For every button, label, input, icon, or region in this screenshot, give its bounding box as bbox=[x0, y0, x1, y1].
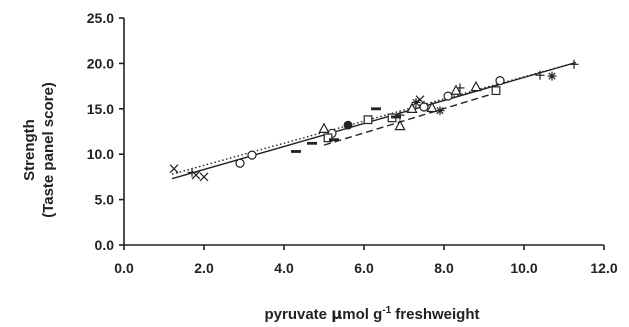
data-point-x-mark bbox=[199, 172, 209, 182]
y-tick-label: 0.0 bbox=[95, 237, 115, 253]
x-axis-title-main: pyruvate bbox=[264, 306, 331, 323]
data-point-plus bbox=[569, 59, 579, 69]
fit-lines bbox=[171, 61, 577, 180]
data-points bbox=[169, 59, 579, 182]
data-point-triangle-open bbox=[318, 122, 330, 133]
x-axis-title-sup: -1 bbox=[382, 305, 391, 316]
y-tick-label: 25.0 bbox=[87, 10, 114, 26]
x-axis-title-unit: mol g bbox=[342, 306, 382, 323]
data-point-asterisk bbox=[411, 97, 421, 107]
y-axis-title-line2: (Taste panel score) bbox=[40, 82, 57, 218]
data-point-triangle-open bbox=[470, 80, 482, 92]
data-point-dash bbox=[291, 150, 301, 153]
data-point-triangle-open bbox=[426, 101, 438, 113]
data-point-plus bbox=[187, 167, 197, 177]
x-axis-title: pyruvate μmol g-1 freshweight bbox=[264, 305, 479, 323]
fit-line-dashed bbox=[323, 90, 501, 146]
y-axis-ticks: 0.0 5.0 10.0 15.0 20.0 25.0 bbox=[87, 10, 114, 253]
data-point-circle-open bbox=[247, 150, 257, 160]
data-point-circle-filled bbox=[343, 120, 353, 130]
data-point-asterisk bbox=[435, 106, 445, 116]
y-tick-label: 5.0 bbox=[95, 192, 115, 208]
x-tick-label: 2.0 bbox=[194, 260, 214, 276]
x-tick-label: 8.0 bbox=[434, 260, 454, 276]
data-point-square-open bbox=[363, 115, 373, 125]
data-point-triangle-open bbox=[450, 84, 462, 95]
data-point-dash bbox=[371, 107, 381, 111]
data-point-plus bbox=[535, 70, 545, 80]
data-point-circle-open bbox=[235, 158, 245, 168]
fit-line-dotted bbox=[171, 61, 577, 175]
data-point-asterisk bbox=[547, 71, 557, 81]
data-point-square-open bbox=[323, 133, 333, 143]
y-tick-label: 10.0 bbox=[87, 146, 114, 162]
x-tick-label: 12.0 bbox=[590, 260, 617, 276]
data-point-triangle-open bbox=[394, 119, 406, 131]
axes bbox=[119, 17, 605, 250]
data-point-dash bbox=[329, 138, 339, 142]
y-tick-label: 15.0 bbox=[87, 101, 114, 117]
x-tick-label: 6.0 bbox=[354, 260, 374, 276]
data-point-dash bbox=[391, 115, 401, 119]
data-point-circle-open bbox=[495, 76, 505, 86]
data-point-x-mark bbox=[169, 164, 179, 174]
y-axis-title-line1: Strength bbox=[21, 119, 38, 181]
x-axis-title-mu: μ bbox=[331, 305, 342, 323]
data-point-circle-open bbox=[443, 91, 453, 101]
y-axis-title: Strength (Taste panel score) bbox=[21, 82, 57, 218]
data-point-dash bbox=[307, 141, 317, 145]
data-point-circle-open bbox=[419, 102, 429, 112]
data-point-triangle-open bbox=[406, 102, 418, 114]
x-axis-title-tail: freshweight bbox=[391, 306, 479, 323]
y-tick-label: 20.0 bbox=[87, 55, 114, 71]
x-axis-ticks: 0.0 2.0 4.0 6.0 8.0 10.0 12.0 bbox=[114, 260, 618, 276]
x-tick-label: 0.0 bbox=[114, 260, 134, 276]
x-tick-label: 10.0 bbox=[510, 260, 537, 276]
x-tick-label: 4.0 bbox=[274, 260, 294, 276]
data-point-square-open bbox=[491, 86, 501, 96]
